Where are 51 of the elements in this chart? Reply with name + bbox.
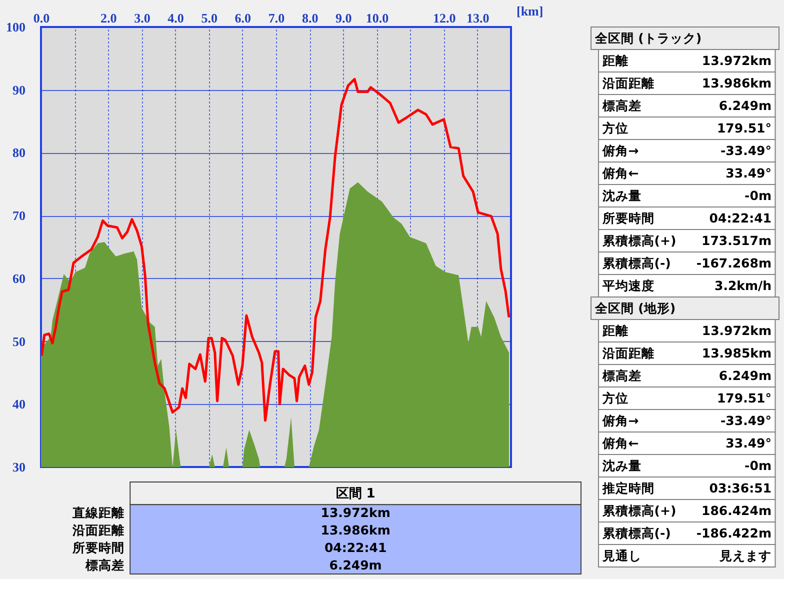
x-tick-label: 2.0 — [100, 10, 117, 26]
text: 累積標高(-) -186.422m — [602, 525, 772, 540]
x-tick-label: 4.0 — [168, 10, 184, 26]
text: 所要時間 04:22:41 — [602, 210, 772, 226]
x-tick-label: 8.0 — [302, 10, 318, 26]
text: 全区間 (地形) — [594, 300, 676, 316]
y-tick-label: 30 — [12, 460, 26, 474]
y-tick-label: 100 — [6, 20, 26, 34]
x-tick-label: 9.0 — [336, 10, 352, 26]
text: 標高差 6.249m — [602, 368, 772, 383]
text: 沿面距離 13.986km — [602, 75, 772, 90]
x-tick-label: 5.0 — [201, 10, 218, 26]
text: 標高差 6.249m — [602, 98, 772, 113]
text: 所要時間 04:22:41 — [72, 540, 387, 555]
text: 距離 13.972km — [602, 52, 772, 68]
text: 沈み量 -0m — [602, 458, 772, 473]
y-tick-label: 40 — [12, 396, 26, 412]
text: 俯角→ -33.49° — [602, 412, 772, 428]
y-tick-label: 80 — [12, 145, 26, 160]
text: 沿面距離 13.986km — [72, 522, 390, 538]
y-tick-label: 50 — [12, 334, 26, 349]
x-tick-label: 10.0 — [366, 10, 389, 26]
x-tick-label: 3.0 — [134, 10, 150, 26]
text: 見通し 見えます — [602, 548, 772, 563]
text: 方位 179.51° — [602, 390, 772, 406]
x-tick-label: 13.0 — [466, 10, 490, 26]
text: 累積標高(+) 173.517m — [602, 232, 772, 248]
text: 沈み量 -0m — [602, 188, 772, 203]
text: 累積標高(+) 186.424m — [602, 502, 772, 518]
x-axis-title: [km] — [516, 4, 544, 18]
text: 沿面距離 13.985km — [602, 345, 772, 360]
text: 区間 1 — [336, 486, 376, 502]
text: 累積標高(-) -167.268m — [602, 255, 772, 270]
y-tick-label: 60 — [12, 270, 26, 286]
x-tick-label: 0.0 — [33, 10, 50, 26]
text: 距離 13.972km — [602, 322, 772, 338]
x-tick-label: 6.0 — [234, 10, 252, 26]
text: 標高差 6.249m — [86, 557, 382, 572]
y-tick-label: 90 — [12, 82, 26, 98]
text: 方位 179.51° — [602, 120, 772, 136]
text: 全区間 (トラック) — [594, 30, 702, 46]
text: 俯角← 33.49° — [602, 165, 772, 180]
x-tick-label: 12.0 — [432, 10, 456, 26]
text: 俯角← 33.49° — [602, 435, 772, 450]
text: 平均速度 3.2km/h — [602, 278, 772, 293]
text: 推定時間 03:36:51 — [602, 480, 772, 496]
line-series — [41, 78, 510, 422]
y-tick-label: 70 — [12, 208, 26, 224]
x-tick-label: 7.0 — [268, 10, 285, 26]
text: 直線距離 13.972km — [72, 505, 390, 520]
text: 俯角→ -33.49° — [602, 142, 772, 158]
